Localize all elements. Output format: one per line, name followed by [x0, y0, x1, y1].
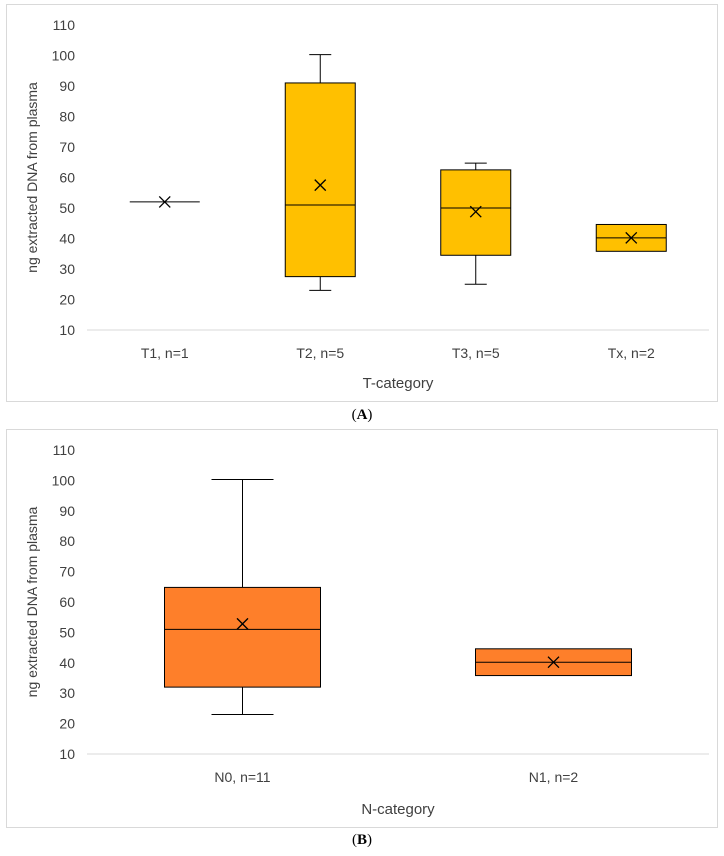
caption-a-letter: A [356, 407, 368, 423]
chart-b-mean-marker-stroke-b [236, 617, 249, 630]
chart-a-y-axis-title: ng extracted DNA from plasma [24, 82, 40, 273]
chart-a-mean-marker [158, 195, 171, 208]
chart-b-y-tick-label: 10 [59, 746, 75, 762]
chart-a-x-axis-title: T-category [363, 375, 434, 392]
chart-b-category-label: N1, n=2 [529, 769, 579, 785]
chart-b-y-tick-label: 90 [59, 503, 75, 519]
chart-a-y-tick-label: 10 [59, 322, 75, 338]
chart-b-y-tick-label: 40 [59, 655, 75, 671]
chart-b-y-tick-label: 110 [53, 442, 76, 458]
chart-b-y-tick-label: 20 [59, 716, 75, 732]
chart-a-box-group [440, 162, 512, 285]
chart-a-mean-marker [469, 205, 482, 218]
chart-a-y-tick-label: 20 [59, 292, 75, 308]
chart-a-category-label: T1, n=1 [141, 345, 189, 361]
chart-b-category-label: N0, n=11 [214, 769, 270, 785]
chart-a-y-tick-label: 60 [59, 170, 75, 186]
chart-b-box [164, 586, 321, 688]
chart-a-box-group [595, 223, 667, 252]
chart-a-category-label: T2, n=5 [296, 345, 344, 361]
chart-b-mean-marker-stroke-b [547, 656, 560, 669]
chart-b-box-group [475, 648, 632, 677]
chart-a-y-tick-label: 30 [59, 261, 75, 277]
chart-a-mean-marker [314, 179, 327, 192]
boxplot-chart-b: 10 20 30 40 50 60 70 80 90 100 110 ng extracted DNA… [24, 442, 709, 818]
chart-a-y-tick-label: 40 [59, 231, 75, 247]
caption-b-letter: B [356, 832, 367, 848]
chart-a-box-group [129, 195, 200, 208]
chart-a-y-tick-label: 100 [52, 48, 76, 64]
chart-b-mean-marker [547, 656, 560, 669]
chart-a-mean-marker [625, 231, 638, 244]
chart-b-x-axis-title: N-category [361, 801, 435, 818]
chart-panel-a: 10 20 30 40 50 60 70 80 90 100 110 ng extracted DNA… [6, 4, 718, 402]
chart-a-mean-marker-stroke-b [469, 205, 482, 218]
chart-a-y-tick-label: 80 [59, 109, 75, 125]
chart-a-category-label: T3, n=5 [452, 345, 500, 361]
chart-b-y-tick-label: 70 [59, 564, 75, 580]
chart-a-y-tick-label: 50 [59, 200, 75, 216]
chart-a-box-group [284, 54, 356, 291]
chart-b-y-axis-title: ng extracted DNA from plasma [24, 506, 40, 697]
boxplot-chart-a: 10 20 30 40 50 60 70 80 90 100 110 ng extracted DNA… [24, 17, 709, 392]
chart-a-mean-marker-stroke-b [158, 195, 171, 208]
chart-b-y-tick-label: 30 [59, 685, 75, 701]
chart-a-y-tick-label: 110 [53, 17, 76, 33]
chart-panel-b: 10 20 30 40 50 60 70 80 90 100 110 ng extracted DNA… [6, 429, 718, 828]
chart-a-mean-marker-stroke-b [625, 231, 638, 244]
chart-a-y-tick-label: 70 [59, 139, 75, 155]
chart-a-category-label: Tx, n=2 [608, 345, 655, 361]
chart-a-box [284, 82, 356, 278]
chart-b-y-tick-label: 50 [59, 624, 75, 640]
chart-b-box-group [164, 478, 321, 715]
chart-a-y-tick-label: 90 [59, 78, 75, 94]
chart-b-y-tick-label: 80 [59, 533, 75, 549]
chart-b-mean-marker [236, 617, 249, 630]
chart-b-y-tick-label: 100 [52, 472, 76, 488]
caption-b: (B) [351, 832, 372, 848]
caption-a: (A) [351, 407, 373, 423]
chart-b-y-tick-label: 60 [59, 594, 75, 610]
chart-a-mean-marker-stroke-b [314, 179, 327, 192]
